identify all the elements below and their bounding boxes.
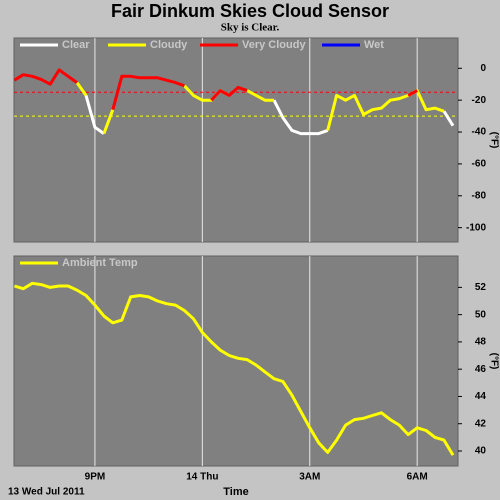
y-tick-label: -80 <box>472 190 487 201</box>
y-tick-label: -100 <box>466 222 486 233</box>
y-tick-label: 48 <box>475 337 487 348</box>
x-tick-label: 6AM <box>407 472 428 483</box>
x-tick-label: 3AM <box>299 472 320 483</box>
plot-area <box>13 255 459 467</box>
chart-title: Fair Dinkum Skies Cloud Sensor <box>111 1 389 21</box>
legend-label: Very Cloudy <box>242 39 306 51</box>
x-axis-title: Time <box>223 486 248 498</box>
y-tick-label: 40 <box>475 446 487 457</box>
y-tick-label: 0 <box>480 63 486 74</box>
y-tick-label: -60 <box>472 159 487 170</box>
y-axis-title: (°F) <box>488 353 499 370</box>
legend-label: Clear <box>62 39 90 51</box>
y-tick-label: 42 <box>475 418 487 429</box>
y-tick-label: 44 <box>475 391 487 402</box>
y-tick-label: 46 <box>475 364 487 375</box>
y-axis-title: (°F) <box>488 132 499 149</box>
x-tick-label: 14 Thu <box>186 472 218 483</box>
y-tick-label: 52 <box>475 282 487 293</box>
legend-label: Cloudy <box>150 39 188 51</box>
y-tick-label: 50 <box>475 309 487 320</box>
y-tick-label: -40 <box>472 127 487 138</box>
legend-label: Wet <box>364 39 384 51</box>
x-tick-label: 9PM <box>85 472 106 483</box>
series-line <box>13 281 455 456</box>
series-line <box>84 94 455 136</box>
y-tick-label: -20 <box>472 95 487 106</box>
plot-area <box>13 37 459 243</box>
date-label: 13 Wed Jul 2011 <box>8 487 85 498</box>
chart-subtitle: Sky is Clear. <box>221 22 280 34</box>
legend-label: Ambient Temp <box>62 257 138 269</box>
series-line <box>13 68 418 111</box>
series-line <box>75 81 445 135</box>
